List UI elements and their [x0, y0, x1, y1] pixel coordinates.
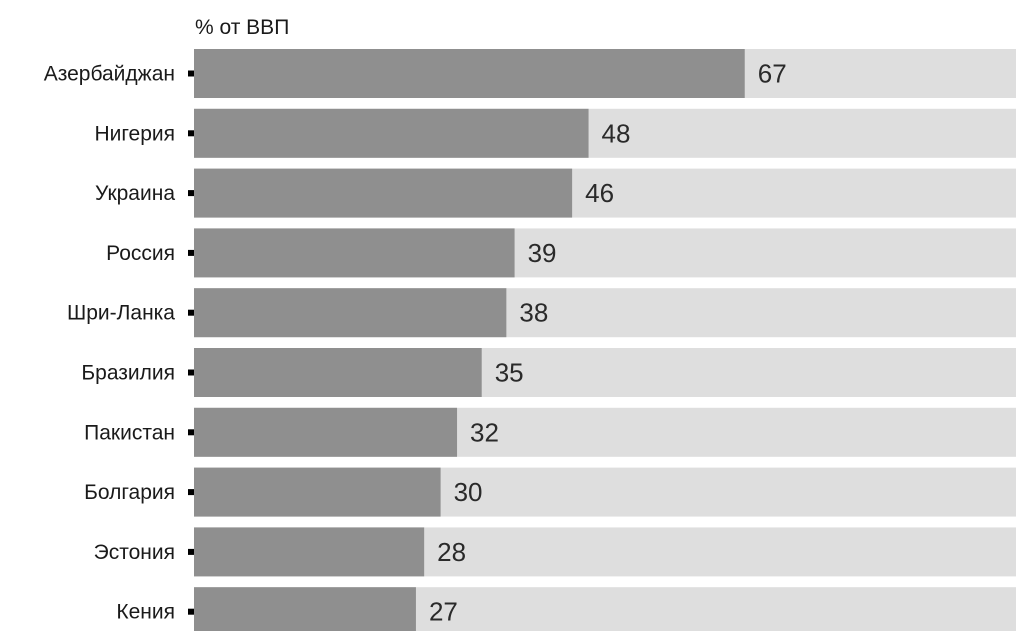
axis-tick — [188, 130, 194, 137]
value-label: 46 — [585, 178, 614, 208]
category-label: Шри-Ланка — [67, 302, 175, 325]
bar-row: Россия 39 — [106, 228, 1016, 278]
bar-row: Болгария 30 — [84, 467, 1016, 517]
bar — [194, 228, 515, 278]
bar-row: Кения 27 — [116, 587, 1016, 631]
category-label: Бразилия — [81, 362, 175, 385]
category-label: Россия — [106, 242, 175, 265]
bar — [194, 527, 425, 577]
bar-row: Украина 46 — [95, 168, 1016, 218]
bar — [194, 108, 589, 158]
bar-rows: Азербайджан 67 Нигерия 48 Украина 46 Россия 39 Ш… — [44, 49, 1016, 631]
bar-row: Пакистан 32 — [84, 407, 1016, 457]
unit-label: % от ВВП — [195, 16, 289, 39]
axis-tick — [188, 489, 194, 496]
value-label: 39 — [528, 238, 557, 268]
axis-tick — [188, 70, 194, 77]
value-label: 32 — [470, 417, 499, 447]
category-label: Азербайджан — [44, 63, 175, 86]
axis-tick — [188, 548, 194, 555]
value-label: 30 — [454, 477, 483, 507]
axis-tick — [188, 369, 194, 376]
value-label: 38 — [519, 298, 548, 328]
bar — [194, 288, 507, 338]
category-label: Болгария — [84, 481, 175, 504]
category-label: Украина — [95, 182, 175, 205]
value-label: 67 — [758, 59, 787, 89]
value-label: 35 — [495, 358, 524, 388]
category-label: Пакистан — [84, 421, 175, 444]
value-label: 48 — [602, 118, 631, 148]
value-label: 27 — [429, 597, 458, 627]
bar-row: Бразилия 35 — [81, 348, 1016, 397]
category-label: Нигерия — [94, 122, 175, 145]
bar — [194, 587, 416, 631]
category-label: Кения — [116, 601, 175, 624]
bar-row: Азербайджан 67 — [44, 49, 1016, 98]
bar — [194, 467, 441, 517]
axis-tick — [188, 190, 194, 197]
category-label: Эстония — [94, 541, 175, 564]
axis-tick — [188, 429, 194, 436]
bar-row: Нигерия 48 — [94, 108, 1016, 158]
bar — [194, 348, 482, 397]
value-label: 28 — [437, 537, 466, 567]
axis-tick — [188, 309, 194, 316]
bar — [194, 168, 573, 218]
axis-tick — [188, 249, 194, 256]
bar — [194, 407, 458, 457]
bar-row: Эстония 28 — [94, 527, 1016, 577]
bar — [194, 49, 745, 98]
bar-row: Шри-Ланка 38 — [67, 288, 1016, 338]
axis-tick — [188, 608, 194, 615]
